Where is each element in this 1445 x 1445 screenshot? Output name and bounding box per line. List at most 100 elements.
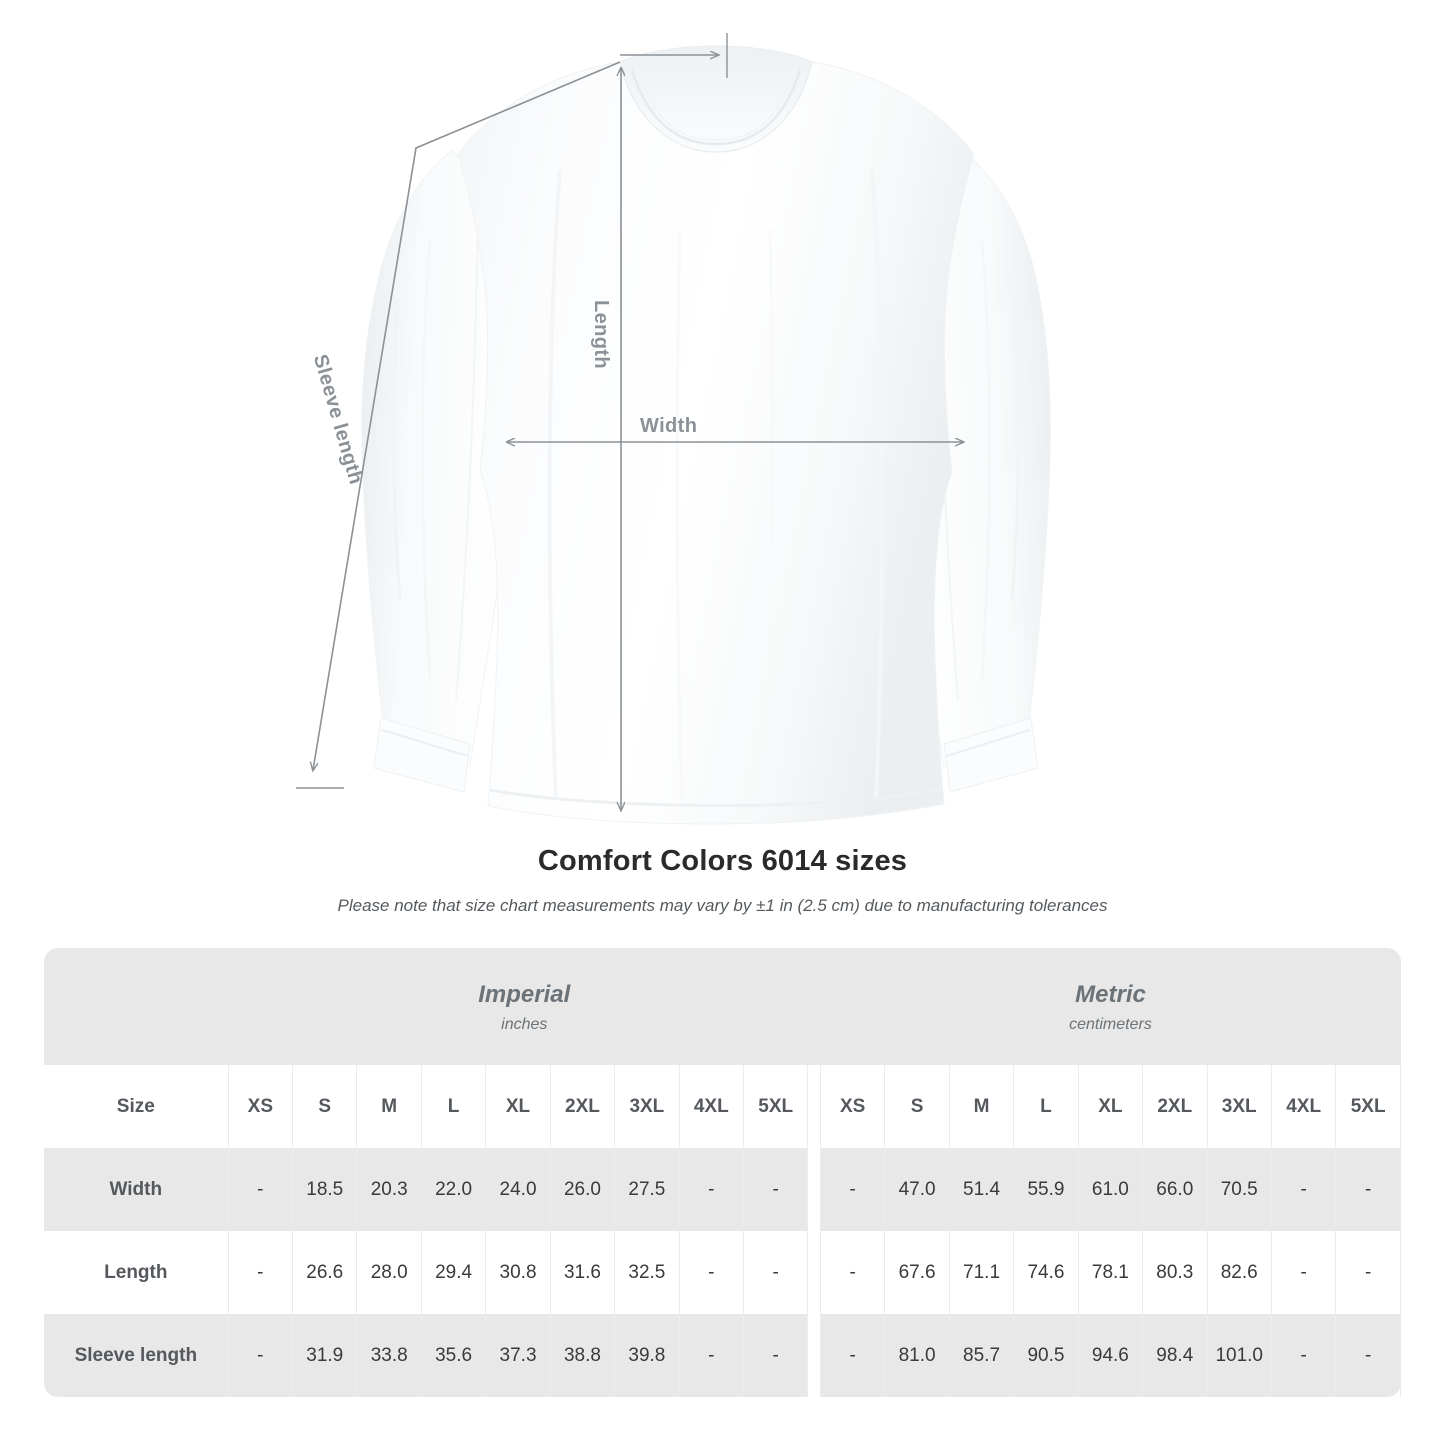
size-header-metric-s: S xyxy=(884,1065,950,1148)
size-header-imperial-xs: XS xyxy=(227,1065,294,1148)
unit-group-metric: Metric centimeters xyxy=(820,948,1401,1065)
cell-width-imperial-3xl: 27.5 xyxy=(614,1148,680,1231)
cell-sleeve-length-metric-s: 81.0 xyxy=(884,1314,950,1397)
cell-length-metric-3xl: 82.6 xyxy=(1206,1231,1272,1314)
cell-sleeve-length-imperial-s: 31.9 xyxy=(292,1314,358,1397)
size-header-metric-5xl: 5XL xyxy=(1335,1065,1401,1148)
cell-width-metric-3xl: 70.5 xyxy=(1206,1148,1272,1231)
cell-sleeve-length-metric-l: 90.5 xyxy=(1013,1314,1079,1397)
size-header-metric-xs: XS xyxy=(819,1065,886,1148)
cell-length-imperial-xl: 30.8 xyxy=(485,1231,551,1314)
cell-sleeve-length-metric-4xl: - xyxy=(1270,1314,1337,1397)
cell-length-metric-l: 74.6 xyxy=(1013,1231,1079,1314)
cell-width-imperial-2xl: 26.0 xyxy=(549,1148,616,1231)
shirt-body xyxy=(457,61,975,825)
row-label-width: Width xyxy=(44,1148,229,1231)
cell-sleeve-length-imperial-xs: - xyxy=(227,1314,294,1397)
unit-group-unit: centimeters xyxy=(1069,1015,1152,1033)
size-header-imperial-5xl: 5XL xyxy=(742,1065,809,1148)
left-sleeve xyxy=(361,149,519,793)
unit-banner-row: Imperial inches Metric centimeters xyxy=(44,948,1401,1065)
size-header-metric-xl: XL xyxy=(1077,1065,1144,1148)
table-row: Sleeve length -31.9 33.8 35.6 37.3 38.8 39.8- -… xyxy=(44,1314,1401,1397)
cell-length-imperial-5xl: - xyxy=(742,1231,809,1314)
cell-sleeve-length-imperial-5xl: - xyxy=(742,1314,809,1397)
heading-block: Comfort Colors 6014 sizes Please note th… xyxy=(0,845,1445,916)
size-header-row: Size XS S M L XL 2XL 3XL 4XL 5XL XS S M L XL 2XL 3XL 4XL 5… xyxy=(44,1065,1401,1148)
cell-sleeve-length-imperial-2xl: 38.8 xyxy=(549,1314,616,1397)
column-gap xyxy=(808,1314,821,1397)
measurement-guides xyxy=(296,33,963,810)
cell-width-metric-xs: - xyxy=(819,1148,886,1231)
size-header-imperial-xl: XL xyxy=(485,1065,551,1148)
size-header-imperial-s: S xyxy=(292,1065,358,1148)
unit-group-imperial: Imperial inches xyxy=(228,948,821,1065)
cell-length-imperial-2xl: 31.6 xyxy=(549,1231,616,1314)
size-header-metric-4xl: 4XL xyxy=(1270,1065,1337,1148)
cell-width-imperial-l: 22.0 xyxy=(420,1148,487,1231)
cell-length-metric-4xl: - xyxy=(1270,1231,1337,1314)
cell-length-metric-2xl: 80.3 xyxy=(1142,1231,1208,1314)
cell-width-metric-s: 47.0 xyxy=(884,1148,950,1231)
size-header-imperial-4xl: 4XL xyxy=(678,1065,745,1148)
cell-width-metric-4xl: - xyxy=(1270,1148,1337,1231)
cell-sleeve-length-metric-xl: 94.6 xyxy=(1077,1314,1144,1397)
cell-sleeve-length-metric-3xl: 101.0 xyxy=(1206,1314,1272,1397)
cell-width-imperial-4xl: - xyxy=(678,1148,745,1231)
cell-length-metric-xs: - xyxy=(819,1231,886,1314)
cell-sleeve-length-metric-5xl: - xyxy=(1335,1314,1401,1397)
column-gap xyxy=(808,1231,821,1314)
size-header-imperial-l: L xyxy=(420,1065,487,1148)
cell-width-imperial-5xl: - xyxy=(742,1148,809,1231)
cell-sleeve-length-imperial-m: 33.8 xyxy=(356,1314,422,1397)
cell-length-metric-s: 67.6 xyxy=(884,1231,950,1314)
page-subtitle: Please note that size chart measurements… xyxy=(337,896,1108,915)
cell-width-imperial-xl: 24.0 xyxy=(485,1148,551,1231)
size-header-metric-m: M xyxy=(948,1065,1015,1148)
size-header-metric-2xl: 2XL xyxy=(1142,1065,1208,1148)
table-row: Length -26.6 28.0 29.4 30.8 31.6 32.5- - -67.6 71… xyxy=(44,1231,1401,1314)
cell-length-imperial-s: 26.6 xyxy=(292,1231,358,1314)
cell-width-imperial-m: 20.3 xyxy=(356,1148,422,1231)
cell-sleeve-length-imperial-xl: 37.3 xyxy=(485,1314,551,1397)
column-gap xyxy=(808,1065,821,1148)
cell-sleeve-length-imperial-4xl: - xyxy=(678,1314,745,1397)
cell-length-imperial-3xl: 32.5 xyxy=(614,1231,680,1314)
size-header-imperial-2xl: 2XL xyxy=(549,1065,616,1148)
tshirt-svg xyxy=(296,33,1051,825)
row-label-length: Length xyxy=(44,1231,229,1314)
size-header-imperial-m: M xyxy=(356,1065,422,1148)
cell-sleeve-length-metric-m: 85.7 xyxy=(948,1314,1015,1397)
column-gap xyxy=(808,1148,821,1231)
page-title: Comfort Colors 6014 sizes xyxy=(537,845,908,877)
cell-length-imperial-xs: - xyxy=(227,1231,294,1314)
unit-group-name: Metric xyxy=(1075,980,1146,1008)
collar xyxy=(619,45,813,153)
size-header-metric-3xl: 3XL xyxy=(1206,1065,1272,1148)
cell-sleeve-length-metric-xs: - xyxy=(819,1314,886,1397)
cell-width-imperial-xs: - xyxy=(227,1148,294,1231)
cell-length-imperial-m: 28.0 xyxy=(356,1231,422,1314)
row-label-sleeve-length: Sleeve length xyxy=(44,1314,229,1397)
cell-length-metric-5xl: - xyxy=(1335,1231,1401,1314)
cell-length-imperial-l: 29.4 xyxy=(420,1231,487,1314)
cell-length-metric-xl: 78.1 xyxy=(1077,1231,1144,1314)
size-header-label: Size xyxy=(44,1065,229,1148)
cell-width-metric-m: 51.4 xyxy=(948,1148,1015,1231)
cell-width-metric-2xl: 66.0 xyxy=(1142,1148,1208,1231)
size-table-container: Imperial inches Metric centimeters Size XS S M L… xyxy=(44,948,1401,1397)
size-header-metric-l: L xyxy=(1013,1065,1079,1148)
cell-width-metric-xl: 61.0 xyxy=(1077,1148,1144,1231)
cell-sleeve-length-imperial-3xl: 39.8 xyxy=(614,1314,680,1397)
cell-width-metric-l: 55.9 xyxy=(1013,1148,1079,1231)
cell-sleeve-length-imperial-l: 35.6 xyxy=(420,1314,487,1397)
table-row: Width -18.5 20.3 22.0 24.0 26.0 27.5- - -47.0 51.… xyxy=(44,1148,1401,1231)
unit-group-name: Imperial xyxy=(478,980,571,1008)
unit-banner-spacer xyxy=(44,948,229,1065)
unit-group-unit: inches xyxy=(501,1015,548,1033)
size-header-imperial-3xl: 3XL xyxy=(614,1065,680,1148)
cell-length-metric-m: 71.1 xyxy=(948,1231,1015,1314)
cell-width-metric-5xl: - xyxy=(1335,1148,1401,1231)
size-table: Imperial inches Metric centimeters Size XS S M L… xyxy=(44,948,1401,1397)
